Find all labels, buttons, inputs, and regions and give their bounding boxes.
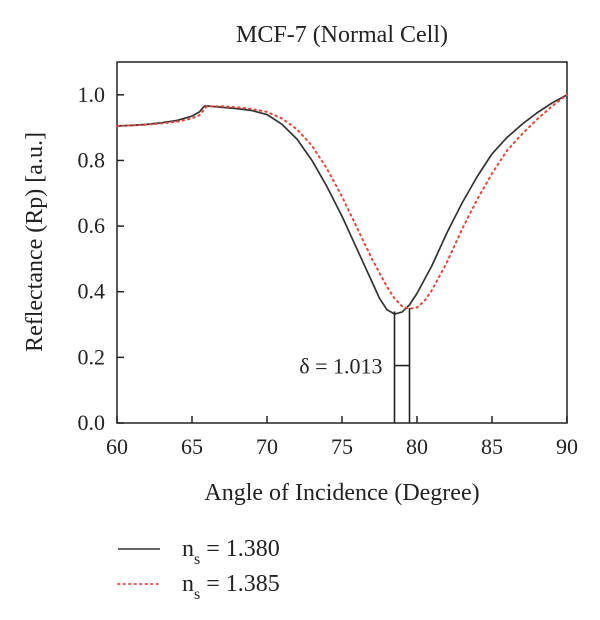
y-tick-label: 0.8 <box>78 147 106 172</box>
y-axis-label: Reflectance (Rp) [a.u.] <box>22 132 48 352</box>
x-axis-ticks: 60 65 70 75 80 85 90 <box>106 416 578 459</box>
x-tick-label: 85 <box>481 434 503 459</box>
series-line-1 <box>116 93 568 315</box>
y-tick-label: 0.2 <box>78 344 106 369</box>
legend-item-1: ns = 1.380 <box>118 536 280 568</box>
legend-label-2: ns = 1.385 <box>182 571 280 603</box>
y-tick-label: 0.0 <box>78 410 106 435</box>
y-tick-label: 1.0 <box>78 82 106 107</box>
delta-label: δ = 1.013 <box>299 354 382 379</box>
legend-label-1-sub: s <box>194 551 200 568</box>
legend-item-2: ns = 1.385 <box>117 571 280 603</box>
legend-label-1-value: = 1.380 <box>200 536 280 562</box>
legend-label-1: ns = 1.380 <box>182 536 280 568</box>
y-tick-label: 0.4 <box>78 279 106 304</box>
series-line-2 <box>116 93 568 310</box>
y-axis-ticks: 0.0 0.2 0.4 0.6 0.8 1.0 <box>78 82 124 435</box>
legend-label-2-sub: s <box>194 586 200 603</box>
series-layer <box>116 93 568 315</box>
x-axis-label: Angle of Incidence (Degree) <box>204 480 479 506</box>
chart-title: MCF-7 (Normal Cell) <box>236 22 448 48</box>
delta-annotation: δ = 1.013 <box>299 308 411 423</box>
x-tick-label: 90 <box>556 434 578 459</box>
legend-label-1-main: n <box>182 536 194 562</box>
legend: ns = 1.380 ns = 1.385 <box>117 536 280 603</box>
legend-label-2-main: n <box>182 571 194 597</box>
x-tick-label: 70 <box>256 434 278 459</box>
x-tick-label: 80 <box>406 434 428 459</box>
plot-area: 60 65 70 75 80 85 90 0.0 0.2 0.4 0.6 0.8 1.0 δ = 1.… <box>78 61 578 459</box>
x-tick-label: 60 <box>106 434 128 459</box>
legend-label-2-value: = 1.385 <box>200 571 280 597</box>
x-tick-label: 65 <box>181 434 203 459</box>
y-tick-label: 0.6 <box>78 213 106 238</box>
x-tick-label: 75 <box>331 434 353 459</box>
